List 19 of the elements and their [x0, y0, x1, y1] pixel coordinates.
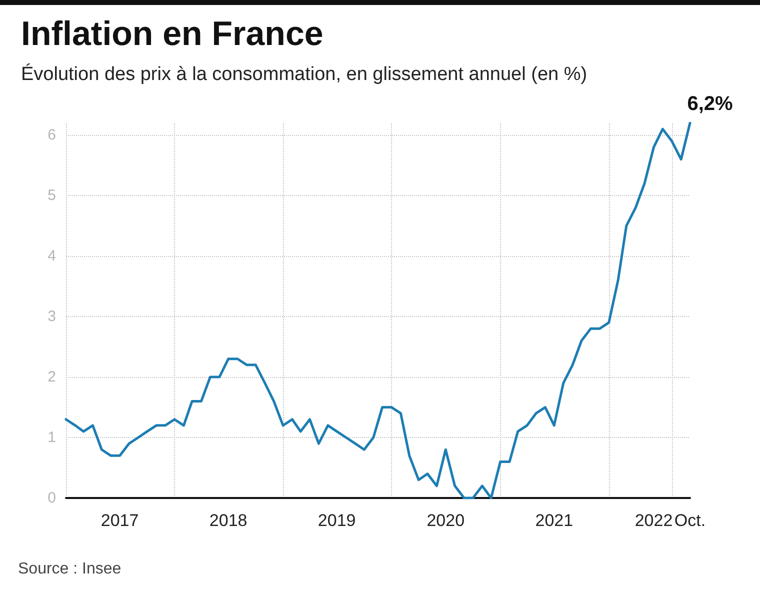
x-tick-label: 2017: [100, 511, 139, 530]
x-tick-label: Oct.: [674, 511, 706, 530]
chart-title: Inflation en France: [21, 15, 324, 53]
y-tick-label: 6: [48, 126, 56, 144]
y-tick-label: 5: [48, 187, 56, 204]
x-tick-label: 2022: [634, 511, 673, 530]
chart-subtitle: Évolution des prix à la consommation, en glissement annuel (en %): [21, 63, 588, 85]
line-series: [64, 122, 692, 500]
y-tick-label: 0: [48, 490, 56, 506]
y-tick-label: 3: [48, 308, 56, 326]
y-tick-label: 4: [48, 248, 56, 265]
x-tick-label: 2019: [318, 511, 356, 530]
y-tick-label: 1: [48, 429, 56, 446]
annotation: 6,2%: [687, 93, 734, 115]
source-note: Source : Insee: [18, 560, 122, 578]
x-tick-label: 2020: [426, 511, 465, 530]
y-tick-label: 2: [48, 368, 56, 386]
x-tick-label: 2018: [209, 511, 248, 530]
x-tick-label: 2021: [535, 511, 574, 530]
